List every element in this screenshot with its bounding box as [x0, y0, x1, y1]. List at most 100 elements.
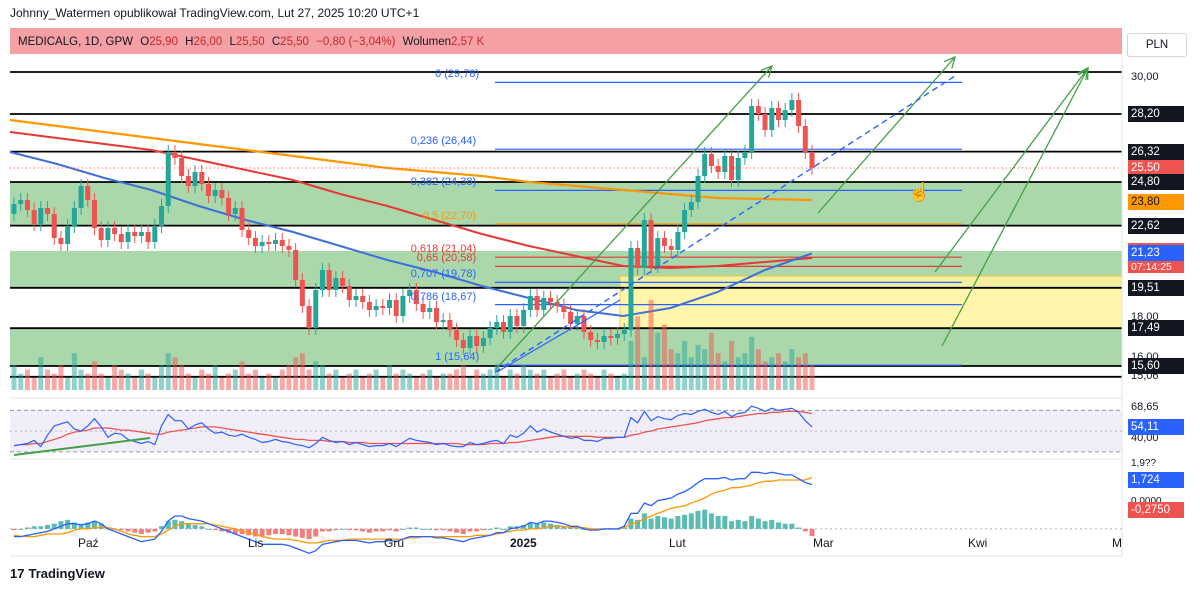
volume-bar	[588, 373, 594, 390]
volume-bar	[407, 373, 413, 390]
volume-bar	[105, 377, 111, 390]
volume-bar	[661, 324, 667, 390]
volume-bar	[45, 369, 51, 390]
candle-body	[749, 106, 755, 152]
macd-histogram-bar	[152, 528, 158, 532]
macd-histogram-bar	[668, 518, 674, 529]
macd-histogram-bar	[675, 516, 681, 529]
volume-bar	[413, 377, 419, 390]
candle-body	[688, 202, 694, 210]
volume-bar	[494, 365, 500, 390]
macd-histogram-bar	[796, 527, 802, 529]
macd-histogram-bar	[387, 528, 393, 531]
macd-histogram-bar	[11, 528, 17, 531]
macd-histogram-bar	[742, 521, 748, 529]
candle-body	[568, 312, 574, 324]
macd-histogram-bar	[179, 521, 185, 529]
volume-bar	[769, 357, 775, 390]
ohlc-legend[interactable]: MEDICALG, 1D, GPW O25,90 H26,00 L25,50 C…	[18, 36, 484, 48]
volume-bar	[78, 369, 84, 390]
candle-body	[742, 152, 748, 158]
candle-body	[547, 298, 553, 302]
macd-histogram-bar	[266, 528, 272, 536]
macd-histogram-bar	[420, 528, 426, 530]
candle-body	[380, 306, 386, 308]
macd-histogram-bar	[38, 526, 44, 529]
candle-body	[360, 296, 366, 302]
volume-bar	[735, 357, 741, 390]
logo-mark: 17	[10, 566, 25, 581]
volume-bar	[299, 353, 305, 390]
candle-body	[708, 154, 714, 166]
volume-bar	[380, 377, 386, 390]
volume-bar	[668, 349, 674, 390]
candle-body	[715, 166, 721, 172]
dashed-trendline	[494, 75, 956, 373]
macd-histogram-bar	[340, 528, 346, 530]
price-badge-10: 15,60	[1128, 358, 1184, 374]
volume-bar	[802, 353, 808, 390]
macd-histogram-bar	[306, 528, 312, 540]
currency-selector[interactable]: PLN	[1127, 33, 1187, 57]
candle-body	[266, 242, 272, 244]
volume-bar	[454, 369, 460, 390]
candle-body	[534, 296, 540, 310]
volume-bar	[621, 373, 627, 390]
macd-histogram-bar	[695, 510, 701, 529]
volume-bar	[702, 349, 708, 390]
volume-bar	[31, 377, 37, 390]
macd-histogram-bar	[58, 521, 64, 529]
volume-bar	[521, 365, 527, 390]
macd-histogram-bar	[534, 523, 540, 529]
time-tick-0: Paź	[78, 536, 99, 550]
volume-bar	[199, 369, 205, 390]
symbol-label[interactable]: MEDICALG, 1D, GPW	[18, 36, 134, 48]
volume-bar	[24, 369, 30, 390]
volume-bar	[729, 340, 735, 390]
candle-body	[407, 290, 413, 296]
macd-histogram-bar	[413, 527, 419, 529]
volume-bar	[71, 353, 77, 390]
volume-bar	[796, 357, 802, 390]
tradingview-logo[interactable]: 17 TradingView	[10, 566, 105, 581]
candle-body	[460, 340, 466, 348]
volume-bar	[319, 365, 325, 390]
candle-body	[661, 238, 667, 246]
chart-canvas[interactable]	[0, 0, 1200, 560]
macd-histogram-bar	[212, 528, 218, 531]
volume-bar	[18, 373, 24, 390]
rsi-ma-line	[13, 410, 813, 447]
trend-arrow-3	[941, 67, 1089, 347]
candle-body	[373, 306, 379, 310]
volume-bar	[440, 373, 446, 390]
volume-bar	[749, 336, 755, 390]
macd-histogram-bar	[132, 528, 138, 533]
candle-body	[91, 200, 97, 228]
volume-bar	[192, 377, 198, 390]
macd-histogram-bar	[661, 517, 667, 529]
macd-histogram-bar	[809, 528, 815, 536]
candle-body	[11, 204, 17, 214]
volume-bar	[239, 361, 245, 390]
fib-label-8: 1 (15,64)	[435, 351, 480, 364]
candle-body	[729, 156, 735, 180]
change-value: −0,80 (−3,04%)	[316, 36, 396, 48]
candle-body	[24, 200, 30, 210]
candle-body	[313, 290, 319, 328]
candle-body	[628, 248, 634, 330]
volume-bar	[648, 300, 654, 390]
trend-arrowhead-0	[760, 64, 774, 78]
volume-bar	[641, 357, 647, 390]
volume-bar	[541, 369, 547, 390]
macd-histogram-bar	[18, 528, 24, 530]
candle-body	[782, 110, 788, 120]
candle-body	[474, 336, 480, 346]
macd-histogram-bar	[393, 528, 399, 532]
volume-bar	[789, 349, 795, 390]
candle-body	[212, 190, 218, 196]
candle-body	[319, 270, 325, 290]
volume-bar	[179, 365, 185, 390]
price-tick-0: 30,00	[1131, 71, 1159, 83]
macd-histogram-bar	[279, 528, 285, 534]
volume-bar	[58, 365, 64, 390]
